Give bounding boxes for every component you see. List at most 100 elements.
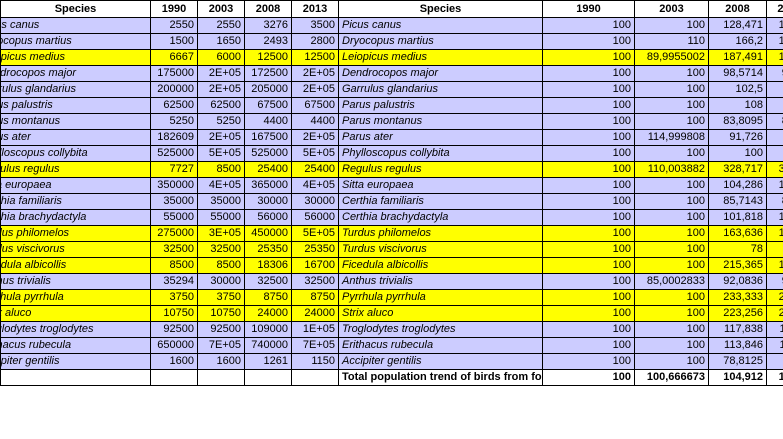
trend-2008-cell[interactable]: 104,286: [708, 177, 767, 194]
count-1990-cell[interactable]: 35000: [150, 193, 198, 210]
count-2003-cell[interactable]: 2E+05: [197, 129, 245, 146]
count-2003-cell[interactable]: 2E+05: [197, 81, 245, 98]
species-cell[interactable]: Certhia familiaris: [0, 193, 151, 210]
count-2008-cell[interactable]: 205000: [244, 81, 292, 98]
count-2008-cell[interactable]: 25400: [244, 161, 292, 178]
trend-species-cell[interactable]: Leiopicus medius: [338, 49, 543, 66]
total-empty-cell[interactable]: [150, 369, 198, 386]
total-1990[interactable]: 100: [542, 369, 635, 386]
trend-2003-cell[interactable]: 89,9955002: [634, 49, 709, 66]
total-2003[interactable]: 100,666673: [634, 369, 709, 386]
count-2013-cell[interactable]: 2800: [291, 33, 339, 50]
trend-2003-cell[interactable]: 100: [634, 225, 709, 242]
trend-2003-cell[interactable]: 100: [634, 145, 709, 162]
count-1990-cell[interactable]: 7727: [150, 161, 198, 178]
trend-species-cell[interactable]: Garrulus glandarius: [338, 81, 543, 98]
trend-species-cell[interactable]: Pyrrhula pyrrhula: [338, 289, 543, 306]
species-cell[interactable]: Dryocopus martius: [0, 33, 151, 50]
count-1990-cell[interactable]: 2550: [150, 17, 198, 34]
trend-2008-cell[interactable]: 102,5: [708, 81, 767, 98]
count-1990-cell[interactable]: 62500: [150, 97, 198, 114]
trend-2013-cell[interactable]: 83,: [766, 113, 783, 130]
count-2008-cell[interactable]: 740000: [244, 337, 292, 354]
count-1990-cell[interactable]: 55000: [150, 209, 198, 226]
count-1990-cell[interactable]: 525000: [150, 145, 198, 162]
trend-2013-cell[interactable]: [766, 145, 783, 162]
trend-species-cell[interactable]: Turdus viscivorus: [338, 241, 543, 258]
trend-2008-cell[interactable]: 117,838: [708, 321, 767, 338]
trend-2008-cell[interactable]: 83,8095: [708, 113, 767, 130]
species-cell[interactable]: Strix aluco: [0, 305, 151, 322]
count-2003-cell[interactable]: 2E+05: [197, 65, 245, 82]
species-cell[interactable]: Leiopicus medius: [0, 49, 151, 66]
trend-species-cell[interactable]: Phylloscopus collybita: [338, 145, 543, 162]
count-2003-cell[interactable]: 4E+05: [197, 177, 245, 194]
count-1990-cell[interactable]: 8500: [150, 257, 198, 274]
trend-2013-cell[interactable]: 71: [766, 353, 783, 370]
trend-2013-cell[interactable]: 163: [766, 225, 783, 242]
trend-1990-cell[interactable]: 100: [542, 193, 635, 210]
trend-2008-cell[interactable]: 91,726: [708, 129, 767, 146]
count-2008-cell[interactable]: 30000: [244, 193, 292, 210]
count-2008-cell[interactable]: 525000: [244, 145, 292, 162]
species-cell[interactable]: Picus canus: [0, 17, 151, 34]
trend-1990-cell[interactable]: 100: [542, 49, 635, 66]
trend-species-cell[interactable]: Parus ater: [338, 129, 543, 146]
count-2013-cell[interactable]: 67500: [291, 97, 339, 114]
trend-species-cell[interactable]: Certhia brachydactyla: [338, 209, 543, 226]
header-species-trend[interactable]: Species: [338, 0, 543, 18]
trend-2013-cell[interactable]: 98,: [766, 65, 783, 82]
species-cell[interactable]: Garrulus glandarius: [0, 81, 151, 98]
trend-2003-cell[interactable]: 100: [634, 193, 709, 210]
count-2013-cell[interactable]: 8750: [291, 289, 339, 306]
trend-species-cell[interactable]: Strix aluco: [338, 305, 543, 322]
header-trend-2008[interactable]: 2008: [708, 0, 767, 18]
count-1990-cell[interactable]: 35294: [150, 273, 198, 290]
trend-1990-cell[interactable]: 100: [542, 225, 635, 242]
trend-2003-cell[interactable]: 110: [634, 33, 709, 50]
trend-species-cell[interactable]: Parus palustris: [338, 97, 543, 114]
trend-1990-cell[interactable]: 100: [542, 113, 635, 130]
count-2008-cell[interactable]: 25350: [244, 241, 292, 258]
species-cell[interactable]: Anthus trivialis: [0, 273, 151, 290]
species-cell[interactable]: Dendrocopos major: [0, 65, 151, 82]
trend-1990-cell[interactable]: 100: [542, 209, 635, 226]
species-cell[interactable]: Regulus regulus: [0, 161, 151, 178]
count-2008-cell[interactable]: 365000: [244, 177, 292, 194]
header-trend-2003[interactable]: 2003: [634, 0, 709, 18]
trend-2008-cell[interactable]: 328,717: [708, 161, 767, 178]
trend-2003-cell[interactable]: 100: [634, 17, 709, 34]
trend-2013-cell[interactable]: 187: [766, 49, 783, 66]
count-2008-cell[interactable]: 32500: [244, 273, 292, 290]
trend-2008-cell[interactable]: 128,471: [708, 17, 767, 34]
count-1990-cell[interactable]: 92500: [150, 321, 198, 338]
trend-2008-cell[interactable]: 78,8125: [708, 353, 767, 370]
count-1990-cell[interactable]: 275000: [150, 225, 198, 242]
count-1990-cell[interactable]: 1500: [150, 33, 198, 50]
count-2013-cell[interactable]: 30000: [291, 193, 339, 210]
trend-2003-cell[interactable]: 100: [634, 241, 709, 258]
trend-2008-cell[interactable]: 187,491: [708, 49, 767, 66]
trend-2003-cell[interactable]: 100: [634, 113, 709, 130]
count-2003-cell[interactable]: 6000: [197, 49, 245, 66]
total-empty-cell[interactable]: [197, 369, 245, 386]
trend-2003-cell[interactable]: 100: [634, 337, 709, 354]
count-2008-cell[interactable]: 67500: [244, 97, 292, 114]
trend-2008-cell[interactable]: 223,256: [708, 305, 767, 322]
trend-1990-cell[interactable]: 100: [542, 321, 635, 338]
count-2013-cell[interactable]: 2E+05: [291, 65, 339, 82]
trend-1990-cell[interactable]: 100: [542, 241, 635, 258]
total-empty-cell[interactable]: [244, 369, 292, 386]
header-1990[interactable]: 1990: [150, 0, 198, 18]
count-1990-cell[interactable]: 3750: [150, 289, 198, 306]
trend-2008-cell[interactable]: 215,365: [708, 257, 767, 274]
trend-2008-cell[interactable]: 233,333: [708, 289, 767, 306]
count-2013-cell[interactable]: 1E+05: [291, 321, 339, 338]
count-2003-cell[interactable]: 7E+05: [197, 337, 245, 354]
count-2003-cell[interactable]: 2550: [197, 17, 245, 34]
species-cell[interactable]: Turdus viscivorus: [0, 241, 151, 258]
trend-species-cell[interactable]: Parus montanus: [338, 113, 543, 130]
trend-2003-cell[interactable]: 100: [634, 209, 709, 226]
count-2003-cell[interactable]: 5250: [197, 113, 245, 130]
count-2013-cell[interactable]: 56000: [291, 209, 339, 226]
